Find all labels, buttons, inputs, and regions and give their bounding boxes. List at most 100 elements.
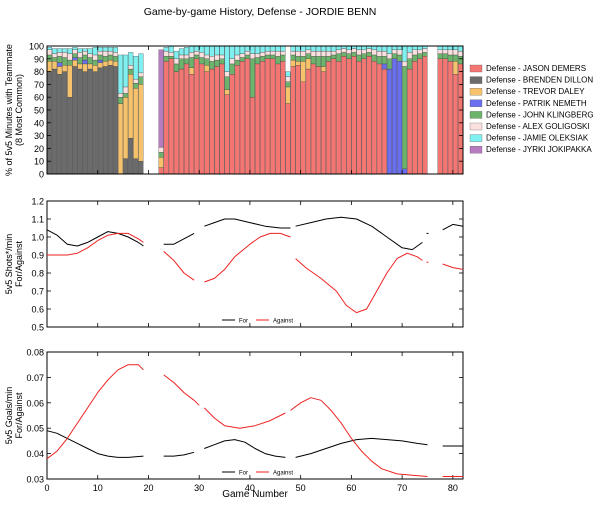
bar-segment [255,57,261,65]
bar-segment [285,71,291,77]
shots-ylabel: 5v5 Shots*/min [4,234,14,295]
shots-series-line [295,252,423,314]
bar-segment [285,76,291,82]
bar-segment [326,45,332,52]
bar-segment [346,58,352,175]
bar-segment [97,50,103,56]
legend-swatch [469,146,483,154]
bar-segment [87,57,93,65]
teammate-ytick-label: 20 [34,144,44,154]
teammate-ytick-label: 80 [34,67,44,77]
bar-segment [178,58,184,70]
bar-segment [87,68,93,175]
bar-segment [97,47,103,52]
bar-segment [336,61,342,175]
bar-segment [371,54,377,62]
bar-segment [280,54,286,62]
bar-segment [422,48,428,53]
legend-label: Defense - JOHN KLINGBERG [486,110,594,119]
bar-segment [214,59,220,67]
bar-segment [442,53,448,59]
shots-series-line [47,232,144,256]
goals-xtick-label: 80 [448,483,458,493]
bar-segment [57,56,63,63]
bar-segment [305,53,311,59]
bar-segment [381,63,387,70]
bar-segment [270,50,276,56]
bar-segment [447,54,453,62]
bar-segment [422,56,428,175]
bar-segment [133,158,139,175]
bar-segment [315,66,321,175]
bar-segment [366,48,372,53]
bar-segment [326,56,332,62]
goals-ytick-label: 0.04 [26,449,44,459]
bar-segment [128,65,134,70]
bar-segment [442,45,448,50]
bar-segment [163,56,169,62]
shots-ytick-label: 1.2 [31,197,44,207]
bar-segment [194,58,200,175]
bar-segment [199,63,205,175]
bar-segment [336,53,342,62]
bar-segment [189,52,195,58]
bar-segment [310,45,316,52]
bar-segment [62,57,68,66]
goals-xtick-label: 20 [143,483,153,493]
goals-legend-label: For [239,471,248,477]
bar-segment [168,58,174,175]
bar-segment [376,63,382,175]
bar-segment [417,45,423,50]
bar-segment [290,50,296,56]
bar-segment [178,54,184,59]
bar-segment [315,45,321,52]
shots-ytick-label: 0.8 [31,269,44,279]
bar-segment [346,53,352,59]
bar-segment [270,45,276,52]
bar-segment [295,45,301,52]
bar-segment [331,50,337,56]
bar-segment [341,48,347,53]
bar-segment [102,47,108,52]
bar-segment [239,45,245,54]
bar-segment [234,59,240,66]
bar-segment [244,45,250,52]
bar-segment [341,52,347,57]
bar-segment [356,54,362,62]
bar-segment [82,63,88,72]
bar-segment [361,53,367,59]
bar-segment [412,54,418,62]
bar-segment [128,74,134,139]
bar-segment [407,58,413,70]
shots-legend-label: For [239,319,248,325]
goals-ylabel: 5v5 Goals/min [4,387,14,445]
bar-segment [260,45,266,53]
bar-segment [437,53,443,59]
bar-segment [219,58,225,65]
bar-segment [133,88,139,159]
bar-segment [57,66,63,75]
bar-segment [351,48,357,53]
bar-segment [402,45,408,62]
bar-segment [123,93,129,98]
shots-series-line [442,263,464,270]
bar-segment [47,61,53,72]
bar-segment [77,68,83,175]
bar-segment [356,45,362,50]
goals-xtick-label: 40 [245,483,255,493]
bar-segment [123,158,129,175]
bar-segment [386,53,392,59]
bar-segment [321,71,326,175]
bar-segment [224,45,230,72]
bar-segment [158,146,164,153]
bar-segment [158,157,164,168]
bar-segment [97,62,103,68]
legend-swatch [469,76,483,84]
bar-segment [158,49,164,148]
bar-segment [275,50,281,57]
bar-segment [397,54,403,62]
teammate-ylabel: (8 Most Common) [14,74,24,146]
bar-segment [249,53,255,59]
